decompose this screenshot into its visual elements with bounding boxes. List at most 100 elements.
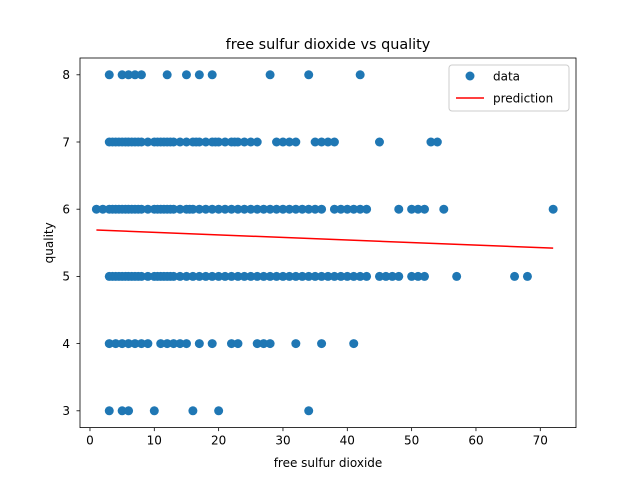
data-point <box>317 204 327 214</box>
data-point <box>259 339 269 349</box>
scatter-points <box>91 70 558 416</box>
data-point <box>374 137 384 147</box>
data-point <box>175 137 185 147</box>
data-point <box>252 339 262 349</box>
data-point <box>284 204 294 214</box>
data-point <box>214 271 224 281</box>
data-point <box>297 271 307 281</box>
y-tick-label: 5 <box>62 270 70 284</box>
data-point <box>329 137 339 147</box>
data-point <box>522 271 532 281</box>
data-point <box>323 271 333 281</box>
x-tick-label: 0 <box>86 434 94 448</box>
data-point <box>252 204 262 214</box>
data-point <box>124 339 134 349</box>
data-point <box>181 137 191 147</box>
data-point <box>317 271 327 281</box>
data-point <box>156 339 166 349</box>
data-point <box>143 137 153 147</box>
data-point <box>181 70 191 80</box>
data-point <box>317 137 327 147</box>
data-point <box>130 339 140 349</box>
data-point <box>124 70 134 80</box>
data-point <box>124 406 134 416</box>
data-point <box>355 70 365 80</box>
data-point <box>207 70 217 80</box>
x-tick-label: 70 <box>533 434 548 448</box>
data-point <box>201 204 211 214</box>
data-point <box>98 204 108 214</box>
data-point <box>252 271 262 281</box>
data-point <box>162 70 172 80</box>
data-point <box>246 271 256 281</box>
data-point <box>355 204 365 214</box>
data-point <box>188 204 198 214</box>
data-point <box>227 339 236 349</box>
data-point <box>233 271 243 281</box>
data-point <box>233 137 243 147</box>
x-tick-label: 20 <box>211 434 226 448</box>
data-point <box>349 271 359 281</box>
data-point <box>136 204 146 214</box>
x-tick-label: 50 <box>404 434 419 448</box>
data-point <box>420 271 429 281</box>
data-point <box>394 271 404 281</box>
data-point <box>355 271 365 281</box>
data-point <box>149 406 159 416</box>
data-point <box>336 204 346 214</box>
data-point <box>246 137 256 147</box>
data-point <box>310 204 320 214</box>
data-point <box>227 204 236 214</box>
data-point <box>227 271 236 281</box>
data-point <box>136 339 146 349</box>
legend-data-marker <box>465 71 475 81</box>
data-point <box>214 204 224 214</box>
data-point <box>194 70 204 80</box>
chart-title: free sulfur dioxide vs quality <box>226 37 431 53</box>
data-point <box>304 271 314 281</box>
data-point <box>214 137 224 147</box>
x-tick-label: 60 <box>468 434 483 448</box>
data-point <box>272 204 282 214</box>
data-point <box>201 271 211 281</box>
data-point <box>143 271 153 281</box>
data-point <box>291 137 301 147</box>
data-point <box>272 137 282 147</box>
data-point <box>181 339 191 349</box>
data-point <box>278 137 288 147</box>
y-tick-label: 3 <box>62 404 70 418</box>
data-point <box>169 339 179 349</box>
data-point <box>432 137 442 147</box>
data-point <box>265 271 275 281</box>
x-axis-ticks: 0 10 20 30 40 50 60 70 <box>86 427 548 448</box>
data-point <box>239 271 249 281</box>
data-point <box>323 137 333 147</box>
data-point <box>407 271 417 281</box>
data-point <box>439 204 449 214</box>
data-point <box>310 137 320 147</box>
data-point <box>194 204 204 214</box>
data-point <box>169 271 179 281</box>
data-point <box>413 271 423 281</box>
data-point <box>291 339 301 349</box>
data-point <box>246 204 256 214</box>
data-point <box>426 137 436 147</box>
y-tick-label: 8 <box>62 68 70 82</box>
data-point <box>91 204 101 214</box>
data-point <box>362 204 372 214</box>
y-tick-label: 7 <box>62 135 70 149</box>
legend-prediction-label: prediction <box>493 92 553 106</box>
data-point <box>143 204 153 214</box>
prediction-line-layer <box>96 229 554 249</box>
data-point <box>272 271 282 281</box>
data-point <box>207 271 217 281</box>
data-point <box>136 70 146 80</box>
data-point <box>117 406 127 416</box>
data-point <box>194 339 204 349</box>
data-point <box>194 271 204 281</box>
data-point <box>136 137 146 147</box>
data-point <box>349 204 359 214</box>
data-point <box>336 271 346 281</box>
data-point <box>111 339 121 349</box>
